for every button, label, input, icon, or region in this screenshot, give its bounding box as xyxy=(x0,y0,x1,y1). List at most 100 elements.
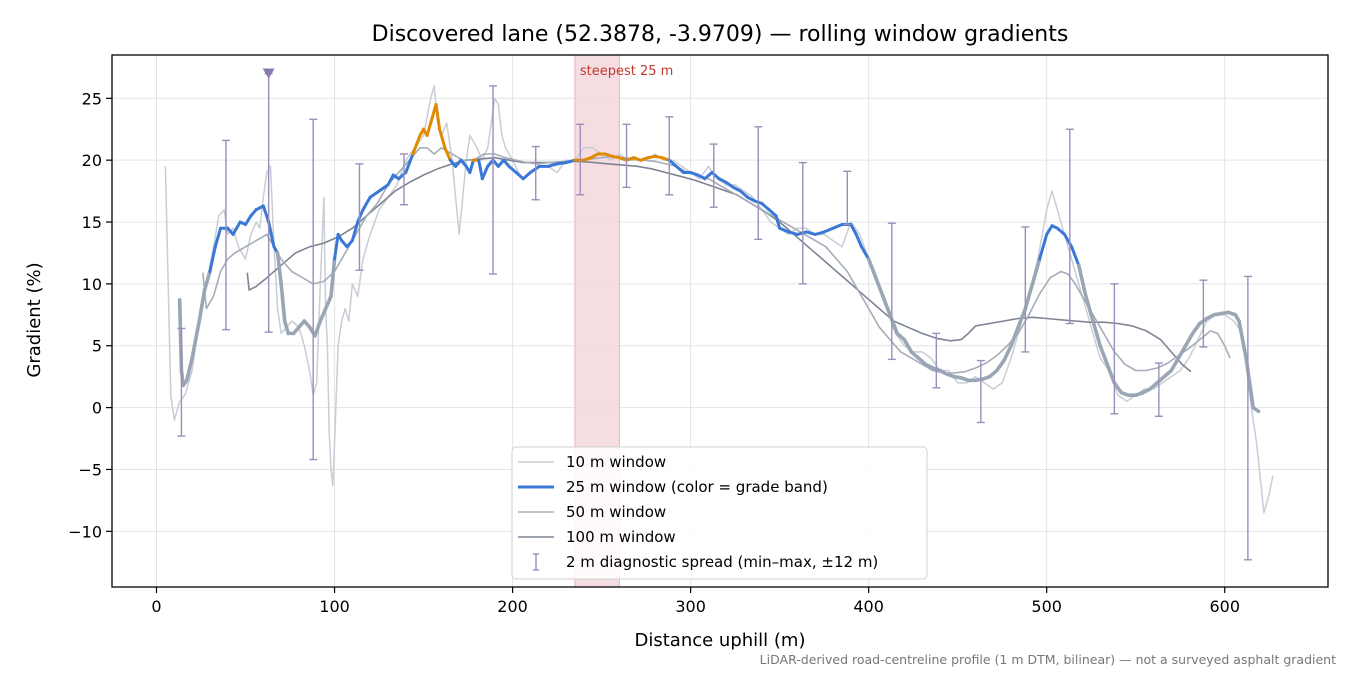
series-25m-segment xyxy=(282,319,291,336)
series-25m-segment xyxy=(822,226,835,234)
series-25m-segment xyxy=(356,208,365,224)
series-25m-segment xyxy=(202,269,212,292)
series-25m-segment xyxy=(244,214,253,226)
series-25m-segment xyxy=(528,164,541,175)
diagnostic-bar xyxy=(665,116,674,196)
diagnostic-bar xyxy=(399,153,408,206)
series-25m-segment xyxy=(1002,343,1013,363)
series-25m-segment xyxy=(468,158,475,175)
series-25m-segment xyxy=(866,257,878,280)
series-25m-segment xyxy=(1251,405,1261,414)
x-tick-label: 500 xyxy=(1031,597,1062,616)
legend-entry: 100 m window xyxy=(518,528,676,546)
series-25m-segment xyxy=(361,195,372,212)
legend-entry: 2 m diagnostic spread (min–max, ±12 m) xyxy=(533,553,878,571)
series-25m-segment xyxy=(1030,257,1042,286)
diagnostic-bar xyxy=(622,123,631,189)
series-25m-segment xyxy=(267,220,276,249)
series-25m-segment xyxy=(813,230,826,236)
series-25m-segment xyxy=(1176,343,1188,360)
series-25m-segment xyxy=(667,158,678,168)
series-25m-segment xyxy=(329,257,337,299)
series-25m-segment xyxy=(279,282,287,323)
diagnostic-bar xyxy=(309,118,318,461)
series-25m-segment xyxy=(368,189,381,199)
series-25m-segment xyxy=(1084,294,1095,323)
series-25m-segment xyxy=(231,220,242,236)
series-25m-segment xyxy=(995,358,1006,373)
legend-label: 2 m diagnostic spread (min–max, ±12 m) xyxy=(566,553,878,571)
y-axis-label: Gradient (%) xyxy=(24,262,45,377)
series-25m-segment xyxy=(760,201,771,212)
diagnostic-bar xyxy=(489,85,498,275)
series-25m-segment xyxy=(774,214,782,230)
series-25m-segment xyxy=(425,115,434,137)
diagnostic-bar xyxy=(887,222,896,361)
series-25m-segment xyxy=(208,245,217,274)
y-tick-label: 15 xyxy=(82,213,102,232)
series-25m-segment xyxy=(213,226,223,249)
series-25m-segment xyxy=(313,319,323,338)
y-tick-label: 25 xyxy=(82,89,102,108)
series-25m-segment xyxy=(434,102,442,131)
y-tick-label: 0 xyxy=(92,399,102,418)
axes: 0 100 200 300 400 500 600 −10 −5 0 5 10 15 20 25 xyxy=(68,54,1329,616)
series-25m-segment xyxy=(350,220,360,243)
series-25m-segment xyxy=(507,164,518,175)
series-100m-line xyxy=(246,156,1192,373)
plot-area xyxy=(164,68,1274,561)
legend-entry: 10 m window xyxy=(518,453,666,471)
series-25m-segment xyxy=(873,275,885,299)
series-25m-segment xyxy=(674,164,686,175)
series-25m-segment xyxy=(1112,381,1124,395)
legend-label: 100 m window xyxy=(566,528,676,546)
y-tick-label: 20 xyxy=(82,151,102,170)
series-25m-segment xyxy=(521,171,532,181)
diagnostic-bar xyxy=(1199,279,1208,348)
diagnostic-bar xyxy=(1110,283,1119,415)
peak-marker-icon xyxy=(262,68,275,79)
series-25m-segment xyxy=(854,232,864,249)
diagnostic-bar xyxy=(221,139,230,331)
series-25m-segment xyxy=(1098,343,1110,367)
series-25m-segment xyxy=(1070,245,1081,267)
series-25m-segment xyxy=(333,232,340,261)
diagnostic-bar xyxy=(709,143,718,208)
series-25m-segment xyxy=(275,251,283,286)
series-25m-segment xyxy=(881,294,892,317)
legend-label: 10 m window xyxy=(566,453,666,471)
series-25m-segment xyxy=(1038,232,1049,261)
series-25m-segment xyxy=(564,158,577,165)
y-tick-label: 5 xyxy=(92,337,102,356)
x-tick-label: 100 xyxy=(319,597,350,616)
series-25m-segment xyxy=(860,245,871,261)
series-25m-segment xyxy=(1009,325,1021,348)
series-50m-line xyxy=(202,147,1231,374)
series-25m-segment xyxy=(197,288,207,323)
diagnostic-bar xyxy=(843,170,852,226)
legend-entry: 50 m window xyxy=(518,503,666,521)
diagnostic-bar xyxy=(1243,275,1252,561)
series-25m-segment xyxy=(703,171,714,181)
series-25m-segment xyxy=(1169,356,1181,373)
series-25m-segment xyxy=(1237,319,1248,360)
series-25m-segment xyxy=(377,183,390,193)
series-25m-segment xyxy=(386,173,395,187)
legend-label: 25 m window (color = grade band) xyxy=(566,478,828,496)
x-tick-label: 600 xyxy=(1209,597,1240,616)
series-25m-segment xyxy=(318,306,328,323)
series-25m-segment xyxy=(1105,362,1117,385)
series-25m-segment xyxy=(1190,321,1202,336)
series-25m-segment xyxy=(477,158,484,181)
series-25m-segment xyxy=(438,127,447,150)
chart-title: Discovered lane (52.3878, -3.9709) — rol… xyxy=(372,22,1069,47)
steepest-label: steepest 25 m xyxy=(580,64,673,79)
diagnostic-bar xyxy=(576,123,585,196)
series-25m-segment xyxy=(1076,263,1088,299)
diagnostic-bar xyxy=(798,161,807,285)
series-25m-segment xyxy=(1055,226,1067,236)
series-25m-segment xyxy=(411,133,422,156)
series-25m-segment xyxy=(738,189,750,199)
series-25m-segment xyxy=(1023,282,1035,311)
legend: 10 m window 25 m window (color = grade ba… xyxy=(511,446,928,580)
